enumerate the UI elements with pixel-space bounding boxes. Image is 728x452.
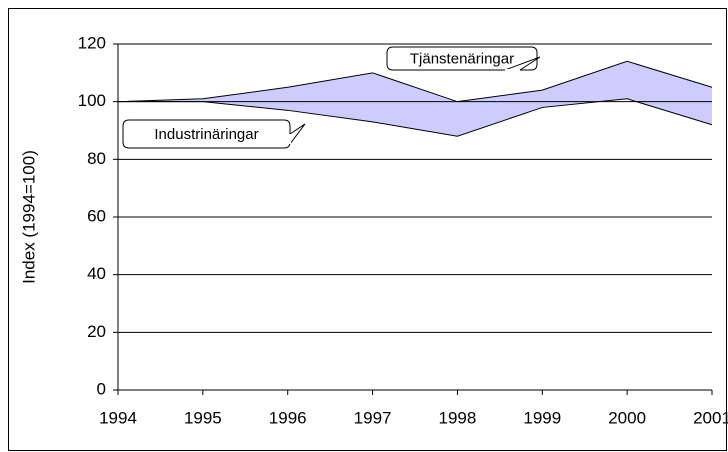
callout-label: Industrinäringar [154, 126, 258, 143]
series-line [117, 60, 713, 103]
x-tick-label: 1999 [523, 408, 561, 427]
y-tick-label: 100 [78, 91, 106, 110]
y-tick-label: 60 [87, 206, 106, 225]
y-tick-label: 20 [87, 322, 106, 341]
callout-box [386, 46, 538, 71]
x-tick-label: 1998 [439, 408, 477, 427]
x-tick-label: 1995 [184, 408, 222, 427]
x-tick-label: 1994 [99, 408, 137, 427]
y-tick-label: 0 [97, 379, 106, 398]
area-band [118, 61, 712, 137]
y-tick-label: 40 [87, 264, 106, 283]
x-tick-label: 2001 [693, 408, 728, 427]
y-tick-label: 120 [78, 33, 106, 52]
callout-pointer [289, 123, 306, 145]
x-tick-label: 1997 [354, 408, 392, 427]
callout-box [122, 119, 291, 149]
y-axis-label: Index (1994=100) [19, 150, 38, 284]
y-tick-label: 80 [87, 149, 106, 168]
series-line [118, 98, 713, 137]
x-tick-label: 1996 [269, 408, 307, 427]
x-tick-label: 2000 [608, 408, 646, 427]
callout-label: Tjänstenäringar [410, 50, 514, 67]
callout-pointer [504, 56, 541, 71]
